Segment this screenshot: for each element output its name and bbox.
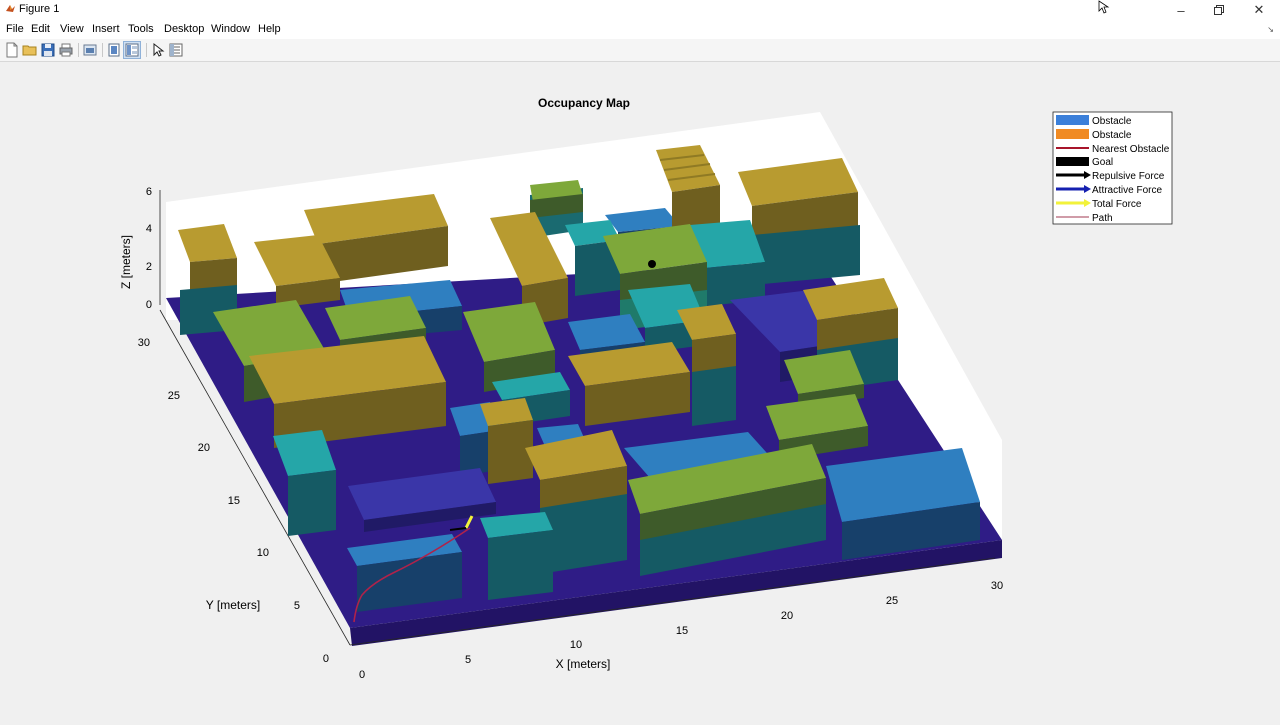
y-tick-label: 30 (138, 337, 150, 349)
x-tick-label: 0 (359, 669, 365, 681)
figure-canvas: Occupancy Map 6 4 2 0 Z [meters] 30 25 2… (0, 62, 1280, 720)
edit-plot-icon[interactable] (150, 42, 166, 58)
legend-label: Nearest Obstacle (1092, 144, 1170, 155)
x-tick-label: 25 (886, 595, 898, 607)
x-tick-label: 20 (781, 610, 793, 622)
plot-legend[interactable]: Obstacle Obstacle Nearest Obstacle Goal … (1052, 111, 1173, 225)
mouse-cursor-icon (1098, 0, 1110, 14)
figure-toolbar (0, 39, 1280, 62)
matlab-app-icon (6, 5, 15, 12)
z-tick-label: 2 (146, 261, 152, 273)
legend-arrowhead-attractive (1084, 185, 1091, 193)
x-axis-line (349, 557, 996, 646)
legend-label: Repulsive Force (1092, 171, 1165, 182)
menu-insert[interactable]: Insert (92, 23, 120, 35)
legend-swatch-obstacle-orange (1056, 129, 1089, 139)
restore-button[interactable] (1200, 0, 1238, 20)
axes-back-wall-left (166, 202, 180, 320)
y-tick-label: 20 (198, 442, 210, 454)
obstacle-block (348, 468, 496, 532)
obstacle-block (803, 278, 898, 392)
menu-desktop[interactable]: Desktop (164, 23, 205, 35)
occupancy-map-plot[interactable]: Occupancy Map 6 4 2 0 Z [meters] 30 25 2… (0, 62, 1280, 720)
obstacle-block (628, 444, 826, 576)
menu-help[interactable]: Help (258, 23, 281, 35)
obstacle-block (677, 304, 736, 426)
obstacle-block (254, 235, 340, 308)
toolbar-separator (146, 43, 147, 57)
plot-title: Occupancy Map (538, 96, 630, 110)
total-force-arrow (464, 515, 474, 529)
close-icon: ✕ (1253, 2, 1265, 17)
window-titlebar: Figure 1 – ✕ (0, 0, 1280, 20)
new-figure-icon[interactable] (4, 42, 20, 58)
legend-label: Attractive Force (1092, 185, 1162, 196)
minimize-button[interactable]: – (1162, 0, 1200, 20)
robot-path-line (353, 527, 471, 623)
legend-swatch-obstacle-blue (1056, 115, 1089, 125)
obstacle-block (738, 158, 860, 285)
toolbar-separator (102, 43, 103, 57)
obstacle-block (568, 342, 690, 426)
restore-icon (1214, 5, 1224, 15)
property-inspector-icon[interactable] (168, 42, 184, 58)
z-tick-label: 6 (146, 186, 152, 198)
x-tick-label: 15 (676, 625, 688, 637)
map-floor-front (350, 540, 1002, 646)
obstacle-block (480, 512, 553, 600)
x-tick-label: 30 (991, 580, 1003, 592)
hide-plot-tools-icon[interactable] (106, 42, 122, 58)
close-button[interactable]: ✕ (1240, 0, 1278, 20)
menu-file[interactable]: File (6, 23, 24, 35)
obstacle-block (690, 220, 765, 306)
y-tick-label: 0 (323, 653, 329, 665)
repulsive-force-arrow (449, 527, 467, 531)
x-tick-label: 10 (570, 639, 582, 651)
z-axis-label: Z [meters] (119, 235, 133, 289)
link-plot-icon[interactable] (82, 42, 98, 58)
obstacle-block (273, 430, 336, 536)
x-axis-label: X [meters] (556, 657, 611, 671)
menu-edit[interactable]: Edit (31, 23, 50, 35)
print-icon[interactable] (58, 42, 74, 58)
menu-tools[interactable]: Tools (128, 23, 154, 35)
legend-arrowhead-repulsive (1084, 171, 1091, 179)
y-axis-label: Y [meters] (206, 598, 260, 612)
x-tick-label: 5 (465, 654, 471, 666)
window-title: Figure 1 (19, 3, 60, 15)
obstacle-block (480, 398, 533, 484)
minimize-icon: – (1177, 2, 1185, 18)
menu-window[interactable]: Window (211, 23, 251, 35)
legend-label: Path (1092, 213, 1113, 224)
obstacle-block (304, 194, 448, 284)
legend-label: Total Force (1092, 199, 1142, 210)
obstacle-block (826, 448, 980, 560)
goal-marker (648, 260, 656, 268)
toolbar-separator (78, 43, 79, 57)
obstacle-block (656, 145, 720, 232)
obstacle-block (525, 430, 627, 574)
save-icon[interactable] (40, 42, 56, 58)
z-tick-label: 0 (146, 299, 152, 311)
dock-arrow-icon[interactable]: ↘ (1267, 25, 1274, 34)
legend-arrowhead-total (1084, 199, 1091, 207)
y-axis-line (159, 309, 351, 646)
z-tick-label: 4 (146, 223, 152, 235)
y-tick-label: 25 (168, 390, 180, 402)
menu-bar: File Edit View Insert Tools Desktop Wind… (0, 20, 1280, 39)
menu-view[interactable]: View (60, 23, 84, 35)
show-plot-tools-icon[interactable] (123, 41, 141, 59)
obstacle-blocks (178, 145, 980, 612)
legend-label: Goal (1092, 157, 1113, 168)
y-tick-label: 5 (294, 600, 300, 612)
open-file-icon[interactable] (22, 42, 38, 58)
legend-label: Obstacle (1092, 116, 1132, 127)
legend-label: Obstacle (1092, 130, 1132, 141)
legend-swatch-goal (1056, 157, 1089, 166)
y-tick-label: 15 (228, 495, 240, 507)
y-tick-label: 10 (257, 547, 269, 559)
obstacle-block (347, 534, 462, 612)
